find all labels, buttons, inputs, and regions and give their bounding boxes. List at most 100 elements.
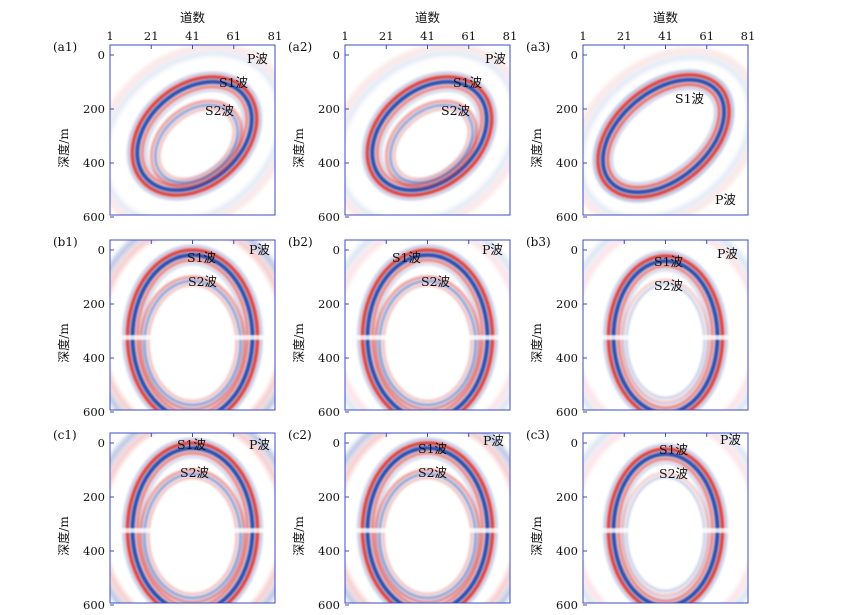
y-tick-label: 200 — [83, 297, 105, 311]
y-tick-label: 400 — [318, 544, 340, 558]
panel-b3: 0 200 400 600 深度/m (b3) S1波 P波 S2波 — [526, 235, 749, 419]
panel-label: (b3) — [526, 235, 551, 249]
x-tick-label: 21 — [144, 29, 159, 43]
y-tick-label: 0 — [98, 243, 105, 257]
y-tick-label: 200 — [556, 297, 578, 311]
s2-wave-label: S2波 — [418, 465, 448, 480]
panel-c2: 0 200 400 600 深度/m (c2) S1波 P波 S2波 — [288, 428, 511, 612]
panel-label: (a1) — [53, 40, 77, 54]
y-tick-label: 0 — [571, 243, 578, 257]
y-axis-label: 深度/m — [291, 128, 306, 168]
y-tick-label: 400 — [83, 351, 105, 365]
y-tick-label: 400 — [556, 544, 578, 558]
p-wave-label: P波 — [717, 246, 738, 261]
y-tick-label: 200 — [318, 297, 340, 311]
panel-label: (c1) — [53, 428, 77, 442]
y-tick-label: 600 — [556, 210, 578, 224]
panel-c1: 0 200 400 600 深度/m (c1) S1波 P波 S2波 — [53, 428, 276, 612]
panel-b2: 0 200 400 600 深度/m (b2) P波 S1波 S2波 — [288, 235, 511, 419]
x-tick-label: 61 — [699, 29, 714, 43]
p-wave-label: P波 — [715, 192, 736, 207]
s2-wave-label: S2波 — [654, 278, 684, 293]
y-tick-label: 200 — [556, 490, 578, 504]
wavefield-image-b2 — [345, 240, 510, 410]
wavefield-image-b3 — [583, 240, 748, 410]
p-wave-label: P波 — [249, 437, 270, 452]
y-tick-label: 600 — [83, 210, 105, 224]
wavefield-image-c3 — [583, 433, 748, 603]
x-tick-label: 61 — [461, 29, 476, 43]
y-axis-label: 深度/m — [529, 323, 544, 363]
y-tick-label: 0 — [571, 48, 578, 62]
y-tick-label: 0 — [333, 243, 340, 257]
panel-label: (c3) — [526, 428, 550, 442]
s1-wave-label: S1波 — [392, 250, 422, 265]
y-tick-label: 600 — [556, 598, 578, 612]
p-wave-label: P波 — [720, 432, 741, 447]
y-tick-label: 200 — [83, 490, 105, 504]
y-tick-label: 0 — [333, 436, 340, 450]
y-tick-label: 0 — [98, 48, 105, 62]
y-tick-label: 0 — [571, 436, 578, 450]
y-axis-label: 深度/m — [56, 516, 71, 556]
column-header: 道数 — [653, 10, 679, 25]
x-tick-label: 1 — [341, 29, 348, 43]
y-tick-label: 200 — [318, 490, 340, 504]
s1-wave-label: S1波 — [453, 75, 483, 90]
s1-wave-label: S1波 — [177, 437, 207, 452]
y-axis-label: 深度/m — [291, 323, 306, 363]
y-tick-label: 600 — [318, 210, 340, 224]
x-tick-label: 1 — [106, 29, 113, 43]
y-tick-label: 400 — [83, 544, 105, 558]
panel-label: (b1) — [53, 235, 78, 249]
y-tick-label: 400 — [556, 156, 578, 170]
x-tick-label: 41 — [658, 29, 673, 43]
panel-label: (a2) — [288, 40, 312, 54]
wavefield-image-a2 — [345, 45, 510, 215]
y-tick-label: 400 — [318, 156, 340, 170]
x-tick-label: 21 — [379, 29, 394, 43]
panel-b1: 0 200 400 600 深度/m (b1) P波 S1波 S2波 — [53, 235, 276, 419]
p-wave-label: P波 — [483, 433, 504, 448]
x-tick-label: 81 — [741, 29, 756, 43]
y-tick-label: 600 — [83, 598, 105, 612]
x-tick-label: 61 — [226, 29, 241, 43]
y-tick-label: 400 — [318, 351, 340, 365]
y-tick-label: 600 — [318, 405, 340, 419]
wavefield-image-b1 — [110, 240, 275, 410]
y-tick-label: 200 — [83, 102, 105, 116]
y-tick-label: 400 — [83, 156, 105, 170]
panel-a1: 1 21 41 61 81 0 200 400 600 深度/m (a1) P波 S1波 S2波 — [53, 29, 283, 224]
wavefield-image-c1 — [110, 433, 275, 603]
panel-label: (a3) — [526, 40, 550, 54]
wavefield-image-c2 — [345, 433, 510, 603]
s2-wave-label: S2波 — [441, 103, 471, 118]
panel-c3: 0 200 400 600 深度/m (c3) S1波 P波 S2波 — [526, 428, 749, 612]
x-tick-label: 1 — [579, 29, 586, 43]
y-tick-label: 600 — [556, 405, 578, 419]
s2-wave-label: S2波 — [659, 466, 689, 481]
y-axis-label: 深度/m — [529, 516, 544, 556]
s1-wave-label: S1波 — [219, 75, 249, 90]
s1-wave-label: S1波 — [187, 250, 217, 265]
p-wave-label: P波 — [485, 51, 506, 66]
s1-wave-label: S1波 — [675, 91, 705, 106]
x-tick-label: 81 — [268, 29, 283, 43]
y-axis-label: 深度/m — [56, 128, 71, 168]
x-tick-label: 41 — [185, 29, 200, 43]
y-tick-label: 200 — [556, 102, 578, 116]
s1-wave-label: S1波 — [418, 441, 448, 456]
y-tick-label: 600 — [83, 405, 105, 419]
x-tick-label: 81 — [503, 29, 518, 43]
y-tick-label: 200 — [318, 102, 340, 116]
s1-wave-label: S1波 — [654, 254, 684, 269]
y-tick-label: 0 — [333, 48, 340, 62]
y-axis-label: 深度/m — [291, 516, 306, 556]
y-tick-label: 400 — [556, 351, 578, 365]
column-header: 道数 — [415, 10, 441, 25]
p-wave-label: P波 — [249, 242, 270, 257]
p-wave-label: P波 — [247, 51, 268, 66]
s2-wave-label: S2波 — [205, 103, 235, 118]
